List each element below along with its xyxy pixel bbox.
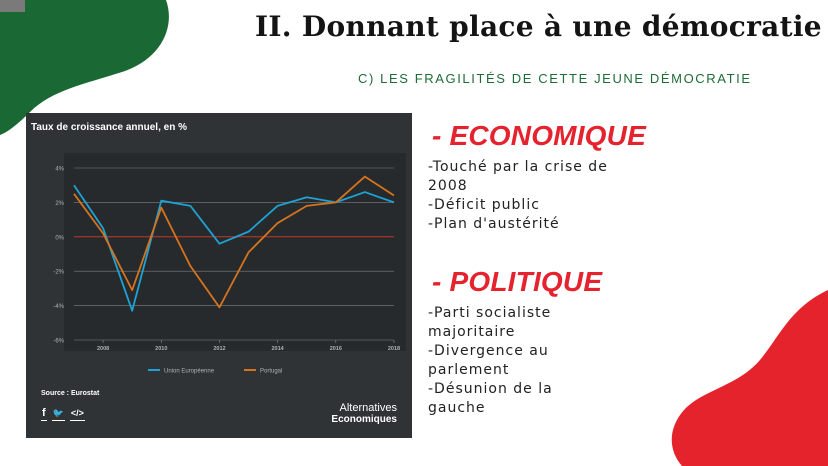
brand-logo: Alternatives Economiques [331,402,397,426]
slide-subtitle: C) LES FRAGILITÉS DE CETTE JEUNE DÉMOCRA… [358,71,752,86]
x-tick-label: 2018 [388,346,400,352]
series-line [73,184,395,312]
list-item: -Plan d'austérité [428,216,560,232]
list-item: -Divergence au [428,343,549,359]
politique-list: -Parti socialiste majoritaire -Divergenc… [428,304,553,418]
brand-line-1: Alternatives [339,402,397,414]
legend-label: Portugal [260,369,282,375]
list-item: -Déficit public [428,197,540,213]
green-corner-shape [0,0,169,135]
chart-panel: Taux de croissance annuel, en % 4% 2% 0% -2… [26,113,412,438]
growth-line-chart: 4% 2% 0% -2% -4% -6% 2008 2010 2012 2014 2016 2018 U… [53,153,406,375]
x-tick-label: 2012 [213,346,225,352]
y-tick-label: 4% [55,167,64,173]
x-tick-label: 2008 [97,346,109,352]
chart-title: Taux de croissance annuel, en % [31,122,187,133]
embed-code-icon[interactable]: </> [69,407,85,421]
chart-source: Source : Eurostat [41,390,100,397]
heading-politique: - POLITIQUE [432,266,603,297]
list-item: -Désunion de la [428,381,553,397]
list-item: -Parti socialiste [428,305,552,321]
y-tick-label: 2% [55,201,64,207]
y-tick-label: -2% [53,270,64,276]
list-item: gauche [428,400,486,416]
y-tick-label: 0% [55,235,64,241]
list-item: 2008 [428,178,468,194]
facebook-icon[interactable]: f [41,407,47,421]
twitter-icon[interactable]: 🐦 [51,407,65,421]
x-tick-label: 2010 [155,346,167,352]
share-icons: f 🐦 </> [41,407,85,421]
list-item: majoritaire [428,324,516,340]
economique-list: -Touché par la crise de 2008 -Déficit pu… [428,158,608,234]
list-item: -Touché par la crise de [428,159,608,175]
y-tick-label: -4% [53,304,64,310]
heading-economique: - ECONOMIQUE [432,120,646,151]
red-corner-shape [671,290,828,466]
series-line [73,175,395,309]
brand-line-2: Economiques [331,414,397,425]
x-tick-label: 2014 [272,346,285,352]
legend-label: Union Européenne [164,369,215,375]
corner-thumbnail [0,0,25,12]
list-item: parlement [428,362,510,378]
y-tick-label: -6% [53,339,64,345]
x-tick-label: 2016 [330,346,342,352]
slide-title: II. Donnant place à une démocratie [255,10,822,43]
plot-area [64,153,406,351]
